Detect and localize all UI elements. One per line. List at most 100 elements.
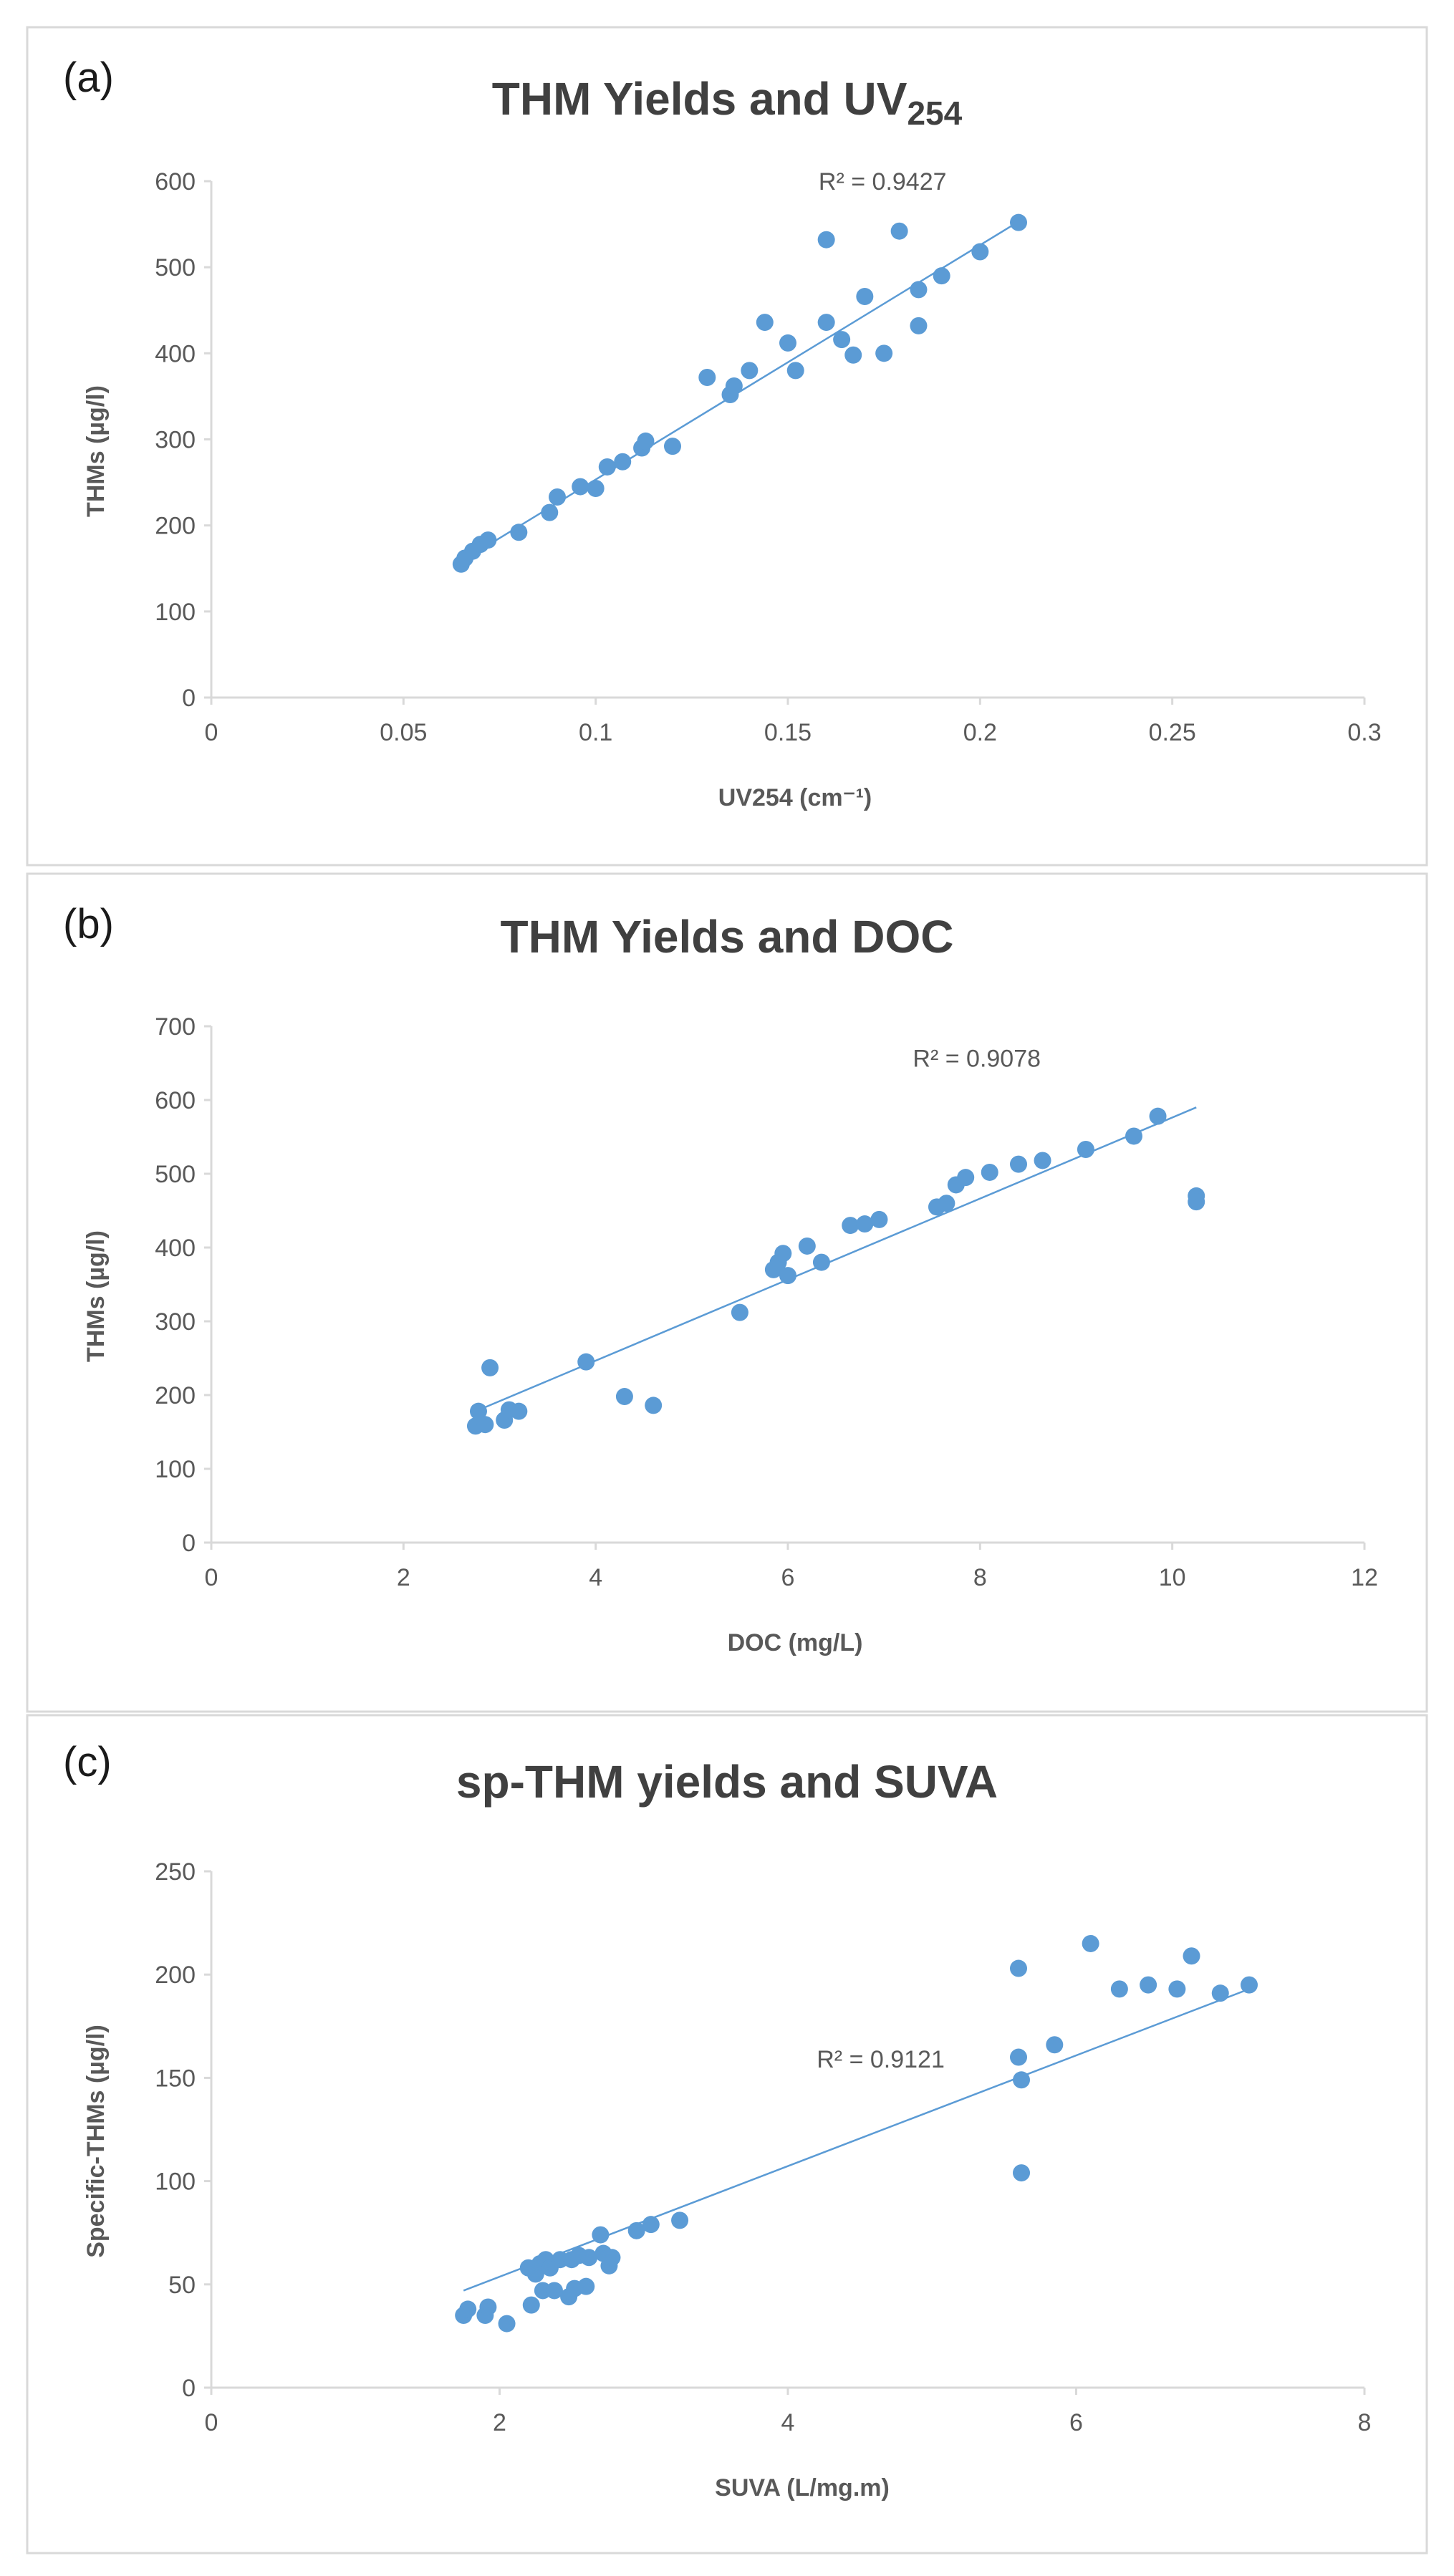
x-tick-label: 4 xyxy=(781,2409,795,2436)
trendline xyxy=(475,1106,1197,1412)
y-tick-label: 100 xyxy=(155,1456,196,1483)
data-point xyxy=(592,2226,610,2244)
data-point xyxy=(479,531,497,549)
data-point xyxy=(476,1416,494,1434)
data-point xyxy=(774,1245,792,1263)
data-point xyxy=(572,478,589,496)
y-axis-title: THMs (µg/l) xyxy=(82,1230,110,1362)
data-point xyxy=(1077,1141,1094,1159)
data-point xyxy=(459,2300,477,2318)
x-tick-label: 0.05 xyxy=(380,719,427,746)
data-point xyxy=(1013,2071,1031,2089)
data-point xyxy=(890,222,908,240)
x-tick-label: 0.3 xyxy=(1347,719,1381,746)
data-point xyxy=(510,1402,528,1420)
chart-title: sp-THM yields and SUVA xyxy=(456,1756,998,1808)
y-tick-label: 400 xyxy=(155,1235,196,1262)
data-point xyxy=(1046,2036,1064,2054)
chart-title-main: THM Yields and UV xyxy=(492,73,907,125)
data-point xyxy=(1183,1947,1200,1965)
data-point xyxy=(1125,1127,1142,1145)
data-point xyxy=(971,243,989,261)
data-point xyxy=(469,1402,487,1420)
data-point xyxy=(479,2298,497,2316)
data-point xyxy=(1211,1984,1229,2002)
x-tick-label: 0.15 xyxy=(764,719,812,746)
y-tick-label: 500 xyxy=(155,1161,196,1188)
data-point xyxy=(1010,213,1027,231)
x-tick-label: 0.25 xyxy=(1149,719,1196,746)
data-point xyxy=(957,1169,975,1187)
data-point xyxy=(603,2249,621,2267)
x-tick-label: 8 xyxy=(973,1564,987,1591)
panel-label: (a) xyxy=(63,54,114,101)
data-point xyxy=(614,453,632,471)
x-tick-label: 4 xyxy=(589,1564,602,1591)
y-tick-label: 600 xyxy=(155,168,196,196)
x-tick-label: 0 xyxy=(205,719,218,746)
data-point xyxy=(1188,1193,1205,1211)
chart-panel-a: (a) THM Yields and UV254 THMs (µg/l) UV2… xyxy=(26,26,1428,867)
r-squared-label: R² = 0.9121 xyxy=(817,2046,945,2073)
panel-frame xyxy=(26,872,1428,1713)
x-tick-label: 10 xyxy=(1159,1564,1186,1591)
data-point xyxy=(1149,1107,1167,1125)
y-tick-label: 300 xyxy=(155,1308,196,1336)
data-point xyxy=(798,1237,816,1255)
data-point xyxy=(856,288,874,306)
data-point xyxy=(580,2249,598,2267)
data-point xyxy=(1140,1976,1157,1994)
data-point xyxy=(817,231,835,249)
data-point xyxy=(498,2315,516,2333)
y-tick-label: 100 xyxy=(155,2169,196,2196)
chart-title: THM Yields and UV254 xyxy=(492,73,963,132)
data-point xyxy=(756,314,774,332)
x-tick-label: 0 xyxy=(205,2409,218,2436)
y-tick-label: 400 xyxy=(155,340,196,367)
y-tick-label: 200 xyxy=(155,1962,196,1989)
data-point xyxy=(1010,1155,1027,1173)
chart-panel-c: (c) sp-THM yields and SUVA Specific-THMs… xyxy=(26,1714,1428,2555)
data-point xyxy=(1241,1976,1258,1994)
x-tick-label: 6 xyxy=(781,1564,795,1591)
data-point xyxy=(549,488,566,506)
y-axis-title: THMs (µg/l) xyxy=(82,385,110,517)
data-point xyxy=(812,1253,830,1271)
y-tick-label: 50 xyxy=(168,2272,196,2299)
data-point xyxy=(842,1217,860,1235)
data-point xyxy=(481,1359,499,1376)
data-point xyxy=(510,524,528,541)
data-point xyxy=(645,1396,663,1414)
data-point xyxy=(786,362,804,380)
data-point xyxy=(856,1215,874,1233)
data-point xyxy=(844,346,862,364)
data-point xyxy=(1010,2048,1027,2066)
y-tick-label: 250 xyxy=(155,1858,196,1886)
x-tick-label: 2 xyxy=(493,2409,506,2436)
x-tick-label: 0.2 xyxy=(963,719,997,746)
y-tick-label: 300 xyxy=(155,427,196,454)
y-tick-label: 200 xyxy=(155,1382,196,1409)
data-point xyxy=(870,1210,888,1228)
data-point xyxy=(938,1195,955,1212)
y-tick-label: 0 xyxy=(182,1530,196,1557)
data-point xyxy=(875,344,893,362)
data-point xyxy=(598,458,616,476)
x-tick-label: 8 xyxy=(1358,2409,1372,2436)
chart-title: THM Yields and DOC xyxy=(501,911,954,963)
y-axis-title: Specific-THMs (µg/l) xyxy=(82,2025,110,2258)
data-point xyxy=(779,334,796,352)
data-point xyxy=(1013,2164,1031,2182)
data-point xyxy=(817,314,835,332)
y-tick-label: 150 xyxy=(155,2065,196,2092)
data-point xyxy=(833,331,851,349)
y-tick-label: 600 xyxy=(155,1087,196,1114)
y-tick-label: 700 xyxy=(155,1013,196,1041)
panel-label: (b) xyxy=(63,901,114,947)
data-point xyxy=(1082,1934,1099,1952)
data-point xyxy=(1110,1980,1128,1998)
data-point xyxy=(577,1353,595,1371)
data-point xyxy=(577,2277,595,2295)
data-point xyxy=(545,2282,563,2300)
